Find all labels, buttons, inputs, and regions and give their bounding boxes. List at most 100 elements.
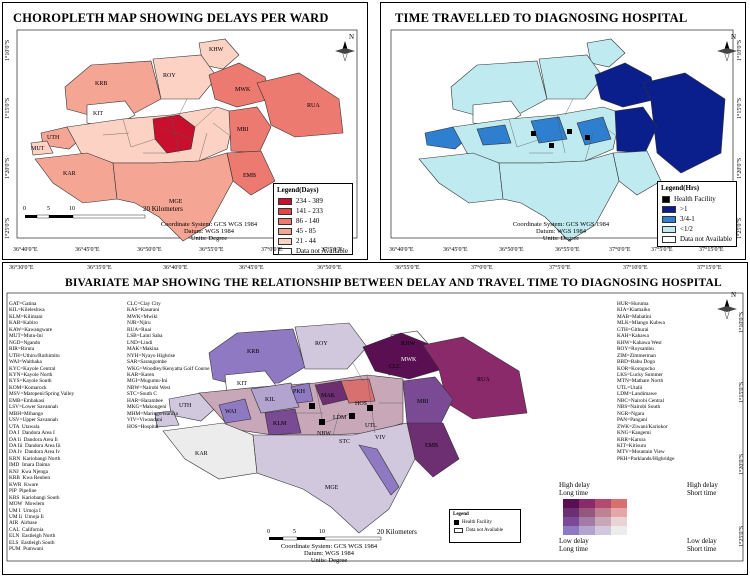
map-label-khw: KHW — [209, 47, 224, 53]
legend-swatch — [278, 227, 292, 235]
region-kar — [162, 422, 258, 480]
legend-swatch — [662, 225, 676, 233]
bivariate-label-low-short: Low delay Short time — [687, 537, 717, 553]
map-label-mge: MGE — [169, 199, 183, 205]
x-tick: 37°5'0"E — [549, 265, 571, 271]
region-wai — [218, 398, 252, 424]
y-tick: 1°20'0"S — [737, 157, 743, 179]
bivariate-cell — [595, 517, 611, 526]
bivariate-cell — [595, 508, 611, 517]
y-tick: 1°20'0"S — [5, 157, 11, 179]
region-rua — [256, 72, 344, 138]
bivariate-color-grid — [563, 499, 627, 535]
map-label-roy: ROY — [315, 341, 328, 347]
map-label-pkh: PKH — [293, 389, 306, 395]
x-tick: 37°0'0"E — [471, 265, 493, 271]
legend-item: >1 — [662, 204, 736, 214]
region-mbi — [614, 106, 658, 154]
x-tick: 36°55'0"E — [395, 265, 420, 271]
x-tick: 37°15'0"E — [699, 247, 724, 253]
legend-swatch — [662, 235, 676, 243]
region-emb — [406, 422, 460, 478]
health-facility-markers — [531, 129, 590, 148]
legend-swatch — [278, 197, 292, 205]
map-label-rua: RUA — [307, 103, 320, 109]
bivariate-label-high-short: High delay Short time — [687, 481, 718, 497]
x-tick: 36°40'0"E — [163, 265, 188, 271]
region-mbi — [402, 376, 454, 428]
legend-swatch — [278, 207, 292, 215]
region-roy — [294, 322, 368, 370]
travel-time-map — [390, 29, 737, 242]
map-label-kit: KIT — [93, 111, 103, 117]
x-tick: 36°45'0"E — [443, 247, 468, 253]
x-tick: 36°55'0"E — [199, 247, 224, 253]
scale-tick-20: 20 Kilometers — [143, 205, 183, 213]
scale-tick-10: 10 — [319, 529, 325, 535]
legend-item: Data not Available — [662, 234, 736, 244]
map-label-roy: ROY — [163, 73, 176, 79]
map-label-mwk: MWK — [401, 357, 417, 363]
bivariate-cell — [611, 517, 627, 526]
delay-map — [16, 29, 358, 242]
region-krb — [450, 60, 548, 116]
y-tick: 1°25'0"S — [737, 217, 743, 239]
y-tick: 1°25'0"S — [5, 217, 11, 239]
x-tick: 36°45'0"E — [239, 265, 264, 271]
map-footer: Coordinate System: GCS WGS 1984 Datum: WG… — [160, 221, 258, 242]
map-label-krb: KRB — [95, 81, 108, 87]
y-tick: 1°10'0"S — [739, 311, 745, 333]
map-label-rua: RUA — [477, 377, 490, 383]
map-label-khw: KHW — [401, 341, 416, 347]
bivariate-map-panel: BIVARIATE MAP SHOWING THE RELATIONSHIP B… — [2, 262, 748, 575]
abbreviation-list-2: CLC=Clay City KAS=Kasarani MWK=Mwiki NJR… — [127, 301, 210, 430]
bivariate-cell — [563, 499, 579, 508]
legend-swatch — [278, 237, 292, 245]
map-label-emb: EMB — [243, 173, 257, 179]
scale-tick-5: 5 — [293, 529, 296, 535]
region-mbi — [228, 106, 272, 154]
map-label-mak: MAK — [321, 393, 336, 399]
scale-tick-5: 5 — [47, 206, 50, 212]
x-tick: 36°55'0"E — [555, 247, 580, 253]
map-label-viv: VIV — [375, 435, 386, 441]
x-tick: 36°50'0"E — [499, 247, 524, 253]
region-pkh — [290, 382, 314, 404]
map-label-nbw: NBW — [317, 431, 331, 437]
legend-item: 234 - 389 — [278, 196, 352, 206]
x-tick: 36°30'0"E — [9, 265, 34, 271]
map-label-ldm: LDM — [333, 415, 347, 421]
y-tick: 1°15'0"S — [737, 97, 743, 119]
x-tick: 36°35'0"E — [87, 265, 112, 271]
y-tick: 1°10'0"S — [737, 39, 743, 61]
legend-item: Health Facility — [454, 518, 520, 526]
y-tick: 1°20'0"S — [739, 453, 745, 475]
region-krb — [208, 328, 306, 386]
region-kil — [250, 382, 300, 414]
bivariate-cell — [611, 499, 627, 508]
map-label-uth: UTH — [179, 403, 192, 409]
y-tick: 1°15'0"S — [5, 97, 11, 119]
legend-item: 141 - 233 — [278, 206, 352, 216]
map-label-stc: STC — [339, 439, 351, 445]
legend-swatch — [454, 527, 463, 533]
region-blue-block — [476, 124, 512, 146]
map-label-krb: KRB — [247, 349, 260, 355]
health-facility-icon — [662, 195, 670, 203]
abbreviation-list-1: GAT=Gatina KIL=Kileleshwa KLM=Kilimani K… — [9, 301, 75, 553]
map-label-klm: KLM — [273, 421, 287, 427]
scale-tick-10: 10 — [69, 206, 75, 212]
bivariate-cell — [579, 508, 595, 517]
bivariate-cell — [611, 508, 627, 517]
north-label: N — [349, 33, 355, 41]
map-label-mut: MUT — [31, 146, 45, 152]
health-facility-markers — [309, 403, 373, 425]
region-mge — [498, 152, 620, 242]
region-krb — [64, 60, 162, 116]
bivariate-cell — [595, 526, 611, 535]
bivariate-map — [6, 292, 744, 562]
travel-time-map-title: TIME TRAVELLED TO DIAGNOSING HOSPITAL — [395, 11, 688, 25]
x-tick: 36°40'0"E — [389, 247, 414, 253]
x-tick: 36°45'0"E — [75, 247, 100, 253]
map-label-kit: KIT — [237, 381, 247, 387]
